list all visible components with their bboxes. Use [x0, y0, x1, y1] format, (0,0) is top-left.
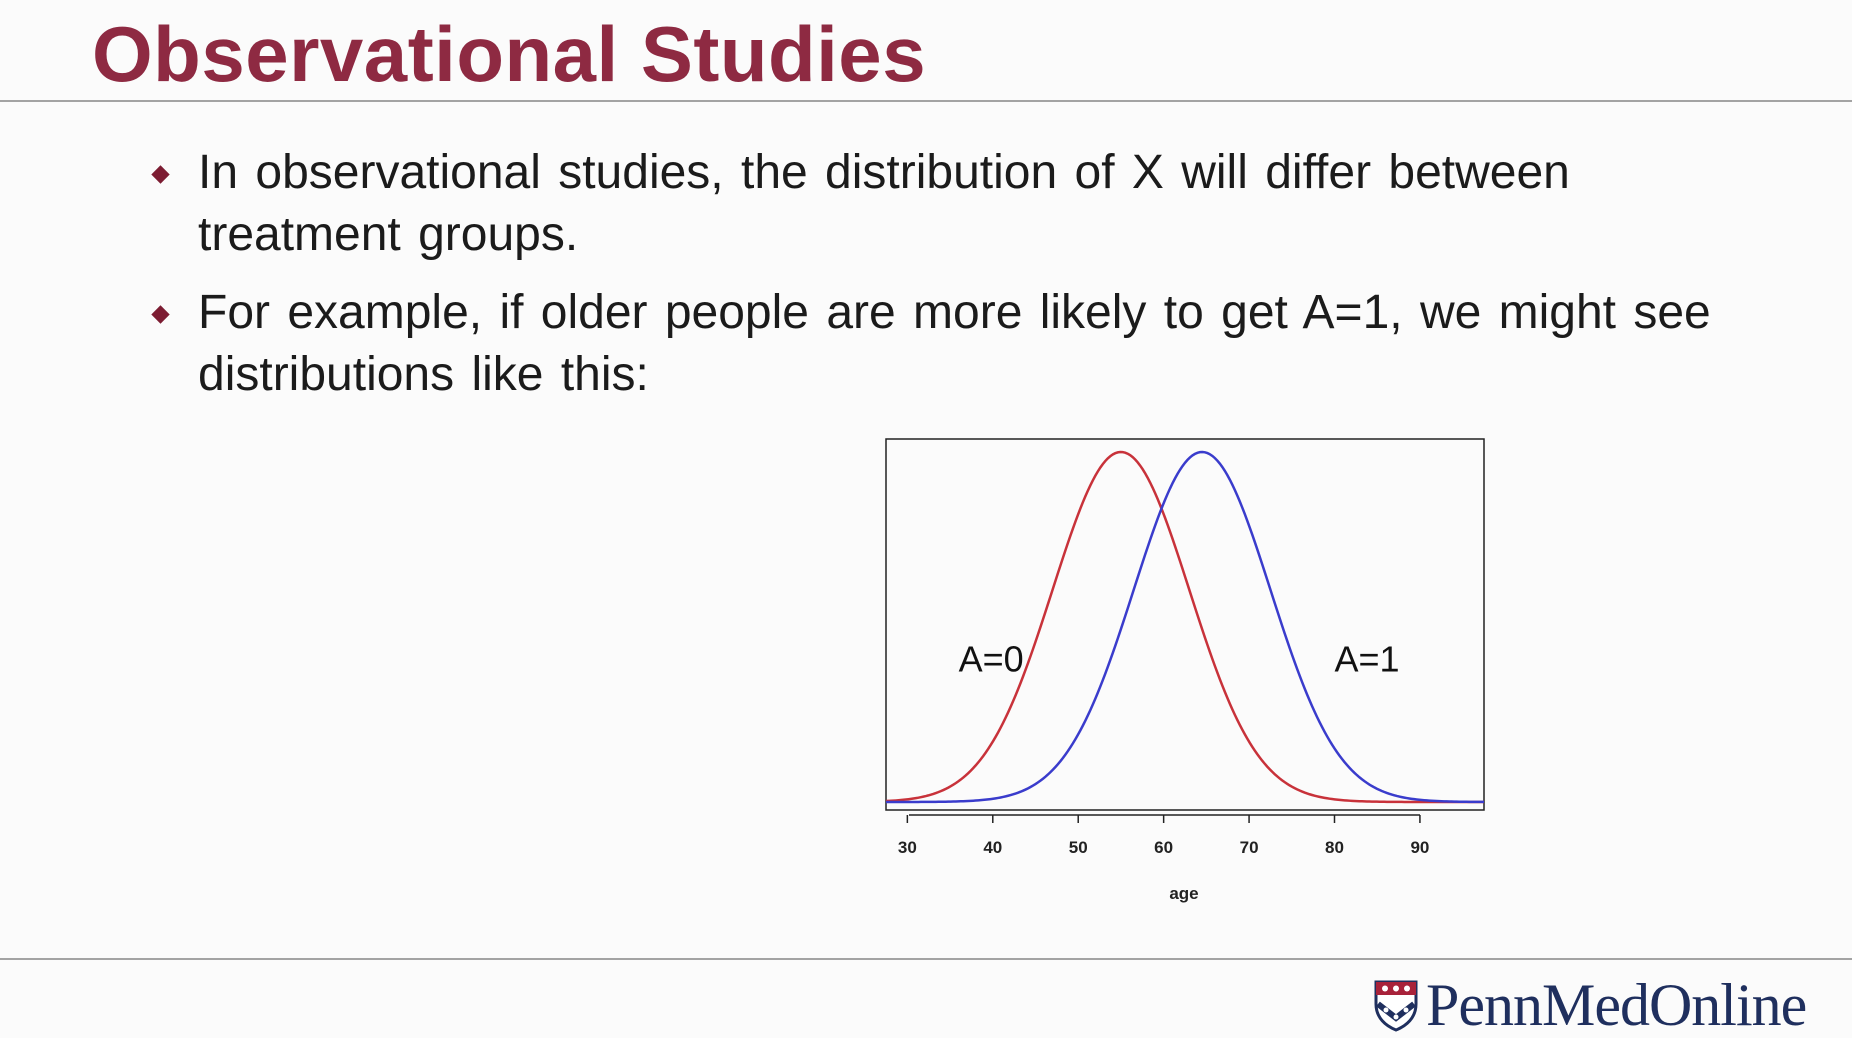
- x-tick-label: 50: [1069, 838, 1088, 857]
- diamond-bullet-icon: [151, 165, 170, 184]
- x-tick-label: 40: [983, 838, 1002, 857]
- x-tick-label: 90: [1410, 838, 1429, 857]
- title-divider: [0, 100, 1852, 102]
- x-tick-label: 80: [1325, 838, 1344, 857]
- bullet-text: For example, if older people are more li…: [198, 286, 1711, 401]
- series-labels: A=0 A=1: [959, 639, 1400, 680]
- diamond-bullet-icon: [151, 305, 170, 324]
- series-curves: [885, 450, 1485, 804]
- x-tick-label: 70: [1240, 838, 1259, 857]
- density-curve-a-1: [886, 450, 1485, 804]
- penn-shield-icon: [1374, 980, 1418, 1032]
- series-label: A=0: [959, 639, 1024, 680]
- bullet-item: In observational studies, the distributi…: [150, 142, 1750, 266]
- x-tick-label: 30: [898, 838, 917, 857]
- plot-frame: [885, 438, 1485, 811]
- penn-med-online-logo: PennMedOnline: [1372, 972, 1807, 1038]
- logo-text: PennMedOnline: [1426, 972, 1807, 1038]
- x-axis-ticks: 30 40 50 60 70 80 90: [898, 815, 1429, 857]
- bullet-item: For example, if older people are more li…: [150, 282, 1750, 406]
- x-tick-label: 60: [1154, 838, 1173, 857]
- x-axis-label: age: [1169, 884, 1198, 903]
- series-label: A=1: [1335, 639, 1400, 680]
- bullet-text: In observational studies, the distributi…: [198, 146, 1570, 261]
- slide-title: Observational Studies: [92, 10, 927, 98]
- footer-divider: [0, 958, 1852, 960]
- bullet-list: In observational studies, the distributi…: [150, 142, 1750, 422]
- density-chart: 30 40 50 60 70 80 90 A=0 A=1 age: [885, 438, 1485, 903]
- density-curve-a-0: [885, 450, 1484, 804]
